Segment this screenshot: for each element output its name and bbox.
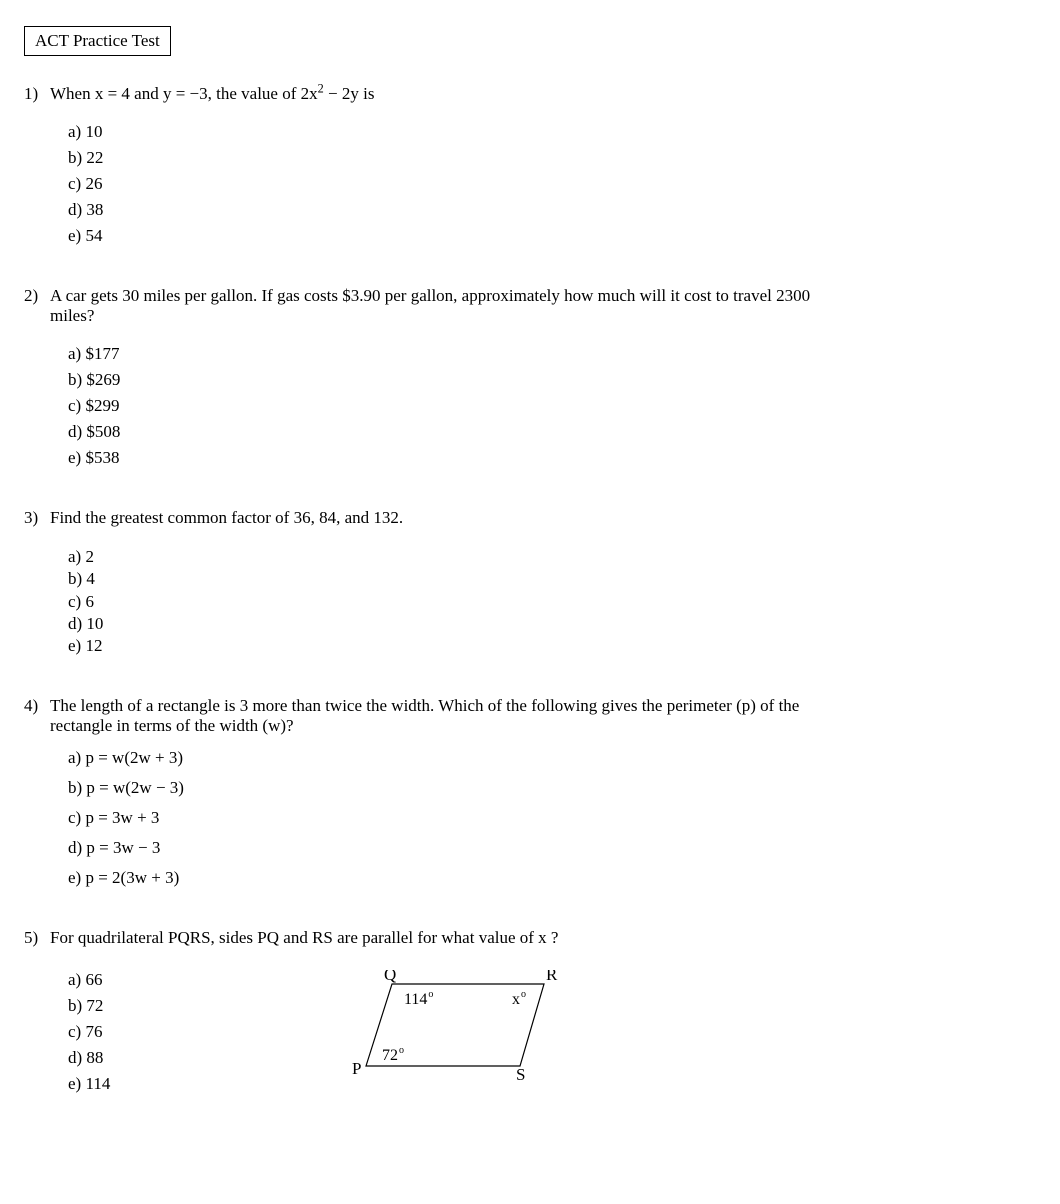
q2-choice-d: d) $508 — [68, 422, 1036, 442]
question-2: 2) A car gets 30 miles per gallon. If ga… — [24, 286, 1036, 468]
q3-choice-c: c) 6 — [68, 591, 1036, 612]
q5-choice-a: a) 66 — [68, 970, 344, 990]
q4-choice-a: a) p = w(2w + 3) — [68, 748, 1036, 768]
q3-number: 3) — [24, 508, 50, 528]
q1-stem-post: − 2y is — [324, 84, 375, 103]
q1-choice-e: e) 54 — [68, 226, 1036, 246]
q5-choice-b: b) 72 — [68, 996, 344, 1016]
question-4: 4) The length of a rectangle is 3 more t… — [24, 696, 1036, 888]
q2-choice-a: a) $177 — [68, 344, 1036, 364]
quadrilateral-icon: P Q R S 114o 72o xo — [344, 970, 574, 1080]
q5-choices: a) 66 b) 72 c) 76 d) 88 e) 114 — [68, 970, 344, 1094]
svg-text:114o: 114o — [404, 989, 433, 1008]
q4-choice-d: d) p = 3w − 3 — [68, 838, 1036, 858]
q3-choice-e: e) 12 — [68, 635, 1036, 656]
q5-choice-e: e) 114 — [68, 1074, 344, 1094]
q1-number: 1) — [24, 84, 50, 104]
q4-choice-b: b) p = w(2w − 3) — [68, 778, 1036, 798]
svg-text:R: R — [546, 970, 558, 984]
svg-text:Q: Q — [384, 970, 396, 984]
q3-stem: Find the greatest common factor of 36, 8… — [50, 508, 403, 528]
svg-text:S: S — [516, 1065, 525, 1080]
q5-diagram: P Q R S 114o 72o xo — [344, 970, 574, 1085]
q3-choice-b: b) 4 — [68, 568, 1036, 589]
q4-stem: The length of a rectangle is 3 more than… — [50, 696, 830, 736]
q4-number: 4) — [24, 696, 50, 716]
q1-choice-b: b) 22 — [68, 148, 1036, 168]
question-5: 5) For quadrilateral PQRS, sides PQ and … — [24, 928, 1036, 1100]
svg-text:xo: xo — [512, 989, 526, 1008]
q5-number: 5) — [24, 928, 50, 948]
svg-text:72o: 72o — [382, 1045, 404, 1064]
question-1: 1) When x = 4 and y = −3, the value of 2… — [24, 84, 1036, 246]
q2-number: 2) — [24, 286, 50, 306]
question-3: 3) Find the greatest common factor of 36… — [24, 508, 1036, 656]
page-title: ACT Practice Test — [35, 31, 160, 50]
q1-choices: a) 10 b) 22 c) 26 d) 38 e) 54 — [68, 122, 1036, 246]
q4-choice-e: e) p = 2(3w + 3) — [68, 868, 1036, 888]
q3-choices: a) 2 b) 4 c) 6 d) 10 e) 12 — [68, 546, 1036, 656]
q2-choice-c: c) $299 — [68, 396, 1036, 416]
q1-choice-d: d) 38 — [68, 200, 1036, 220]
q5-choice-c: c) 76 — [68, 1022, 344, 1042]
q2-choices: a) $177 b) $269 c) $299 d) $508 e) $538 — [68, 344, 1036, 468]
q2-choice-b: b) $269 — [68, 370, 1036, 390]
q5-choice-d: d) 88 — [68, 1048, 344, 1068]
q5-stem: For quadrilateral PQRS, sides PQ and RS … — [50, 928, 558, 948]
q2-stem: A car gets 30 miles per gallon. If gas c… — [50, 286, 830, 326]
q2-choice-e: e) $538 — [68, 448, 1036, 468]
page-title-box: ACT Practice Test — [24, 26, 171, 56]
q1-choice-a: a) 10 — [68, 122, 1036, 142]
svg-text:P: P — [352, 1059, 361, 1078]
q1-stem-pre: When x = 4 and y = −3, the value of 2x — [50, 84, 318, 103]
q1-stem: When x = 4 and y = −3, the value of 2x2 … — [50, 84, 374, 104]
q4-choices: a) p = w(2w + 3) b) p = w(2w − 3) c) p =… — [68, 748, 1036, 888]
q3-choice-a: a) 2 — [68, 546, 1036, 567]
q4-choice-c: c) p = 3w + 3 — [68, 808, 1036, 828]
q1-choice-c: c) 26 — [68, 174, 1036, 194]
q3-choice-d: d) 10 — [68, 613, 1036, 634]
